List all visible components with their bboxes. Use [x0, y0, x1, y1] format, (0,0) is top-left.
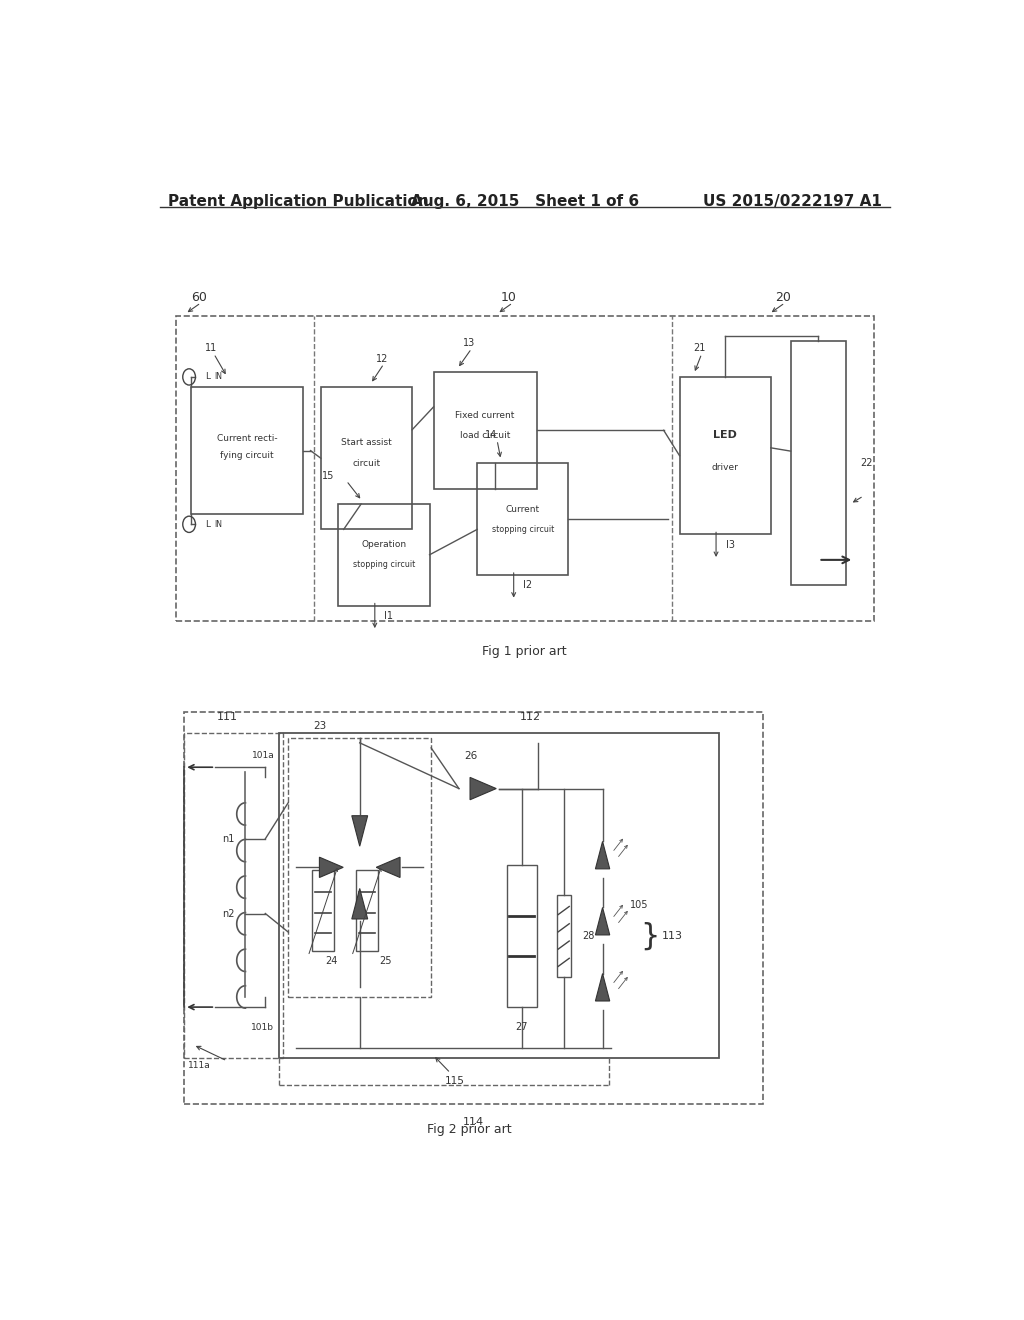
Bar [680, 378, 771, 535]
Text: LED: LED [714, 430, 737, 441]
Bar [507, 865, 537, 1007]
Polygon shape [470, 777, 497, 800]
Text: stopping circuit: stopping circuit [492, 525, 554, 533]
Text: IN: IN [214, 372, 222, 381]
Bar [791, 342, 846, 585]
Text: 21: 21 [693, 343, 706, 354]
Text: 15: 15 [322, 470, 334, 480]
Text: 101b: 101b [252, 1023, 274, 1032]
Bar [477, 463, 568, 576]
Text: 105: 105 [631, 900, 649, 911]
Text: 12: 12 [376, 354, 388, 363]
Polygon shape [352, 888, 368, 919]
Text: 10: 10 [501, 292, 517, 304]
Text: Fig 1 prior art: Fig 1 prior art [482, 645, 567, 657]
Text: Patent Application Publication: Patent Application Publication [168, 194, 428, 209]
Polygon shape [352, 816, 368, 846]
Text: driver: driver [712, 463, 738, 473]
Text: 14: 14 [485, 430, 498, 440]
Polygon shape [319, 857, 343, 878]
Text: n2: n2 [222, 908, 234, 919]
Bar [183, 713, 763, 1104]
Text: 27: 27 [515, 1023, 528, 1032]
Text: 22: 22 [860, 458, 872, 469]
Bar [355, 870, 378, 952]
Bar [312, 870, 334, 952]
Bar [183, 733, 283, 1057]
Text: Fig 2 prior art: Fig 2 prior art [427, 1122, 512, 1135]
Text: stopping circuit: stopping circuit [353, 561, 415, 569]
Bar [557, 895, 570, 977]
Text: Operation: Operation [361, 540, 407, 549]
Polygon shape [595, 841, 609, 869]
Text: I3: I3 [726, 540, 734, 549]
Text: Current: Current [506, 504, 540, 513]
Bar [433, 372, 537, 488]
Text: 11: 11 [205, 343, 217, 354]
Text: IN: IN [214, 520, 222, 529]
Bar [289, 738, 431, 997]
Text: Aug. 6, 2015   Sheet 1 of 6: Aug. 6, 2015 Sheet 1 of 6 [411, 194, 639, 209]
Text: 112: 112 [520, 713, 542, 722]
Text: I2: I2 [523, 581, 532, 590]
Text: 13: 13 [463, 338, 475, 348]
Polygon shape [595, 907, 609, 935]
Text: 111: 111 [217, 713, 238, 722]
Text: circuit: circuit [352, 459, 381, 467]
Bar [176, 315, 873, 620]
Text: 26: 26 [464, 751, 477, 762]
Text: 114: 114 [463, 1117, 483, 1127]
Text: Start assist: Start assist [341, 438, 392, 447]
Text: L: L [205, 372, 210, 381]
Bar [321, 387, 412, 529]
Text: 101a: 101a [252, 751, 274, 759]
Text: 111a: 111a [187, 1060, 210, 1069]
Text: 24: 24 [325, 957, 337, 966]
Text: n1: n1 [222, 834, 234, 843]
Polygon shape [376, 857, 400, 878]
Text: 25: 25 [379, 957, 392, 966]
Text: 28: 28 [583, 931, 595, 941]
Text: 23: 23 [313, 721, 327, 730]
Text: US 2015/0222197 A1: US 2015/0222197 A1 [703, 194, 882, 209]
Text: Fixed current: Fixed current [456, 411, 515, 420]
Text: fying circuit: fying circuit [220, 451, 273, 461]
Bar [191, 387, 303, 515]
Text: L: L [205, 520, 210, 529]
Text: Current recti-: Current recti- [217, 434, 278, 444]
Text: 113: 113 [663, 931, 683, 941]
Text: }: } [641, 921, 660, 950]
Polygon shape [595, 974, 609, 1001]
Text: I1: I1 [384, 611, 393, 620]
Text: load circuit: load circuit [460, 430, 510, 440]
Bar [279, 733, 719, 1057]
Bar [338, 504, 430, 606]
Text: 115: 115 [445, 1076, 465, 1086]
Text: 60: 60 [191, 292, 208, 304]
Text: 20: 20 [775, 292, 791, 304]
